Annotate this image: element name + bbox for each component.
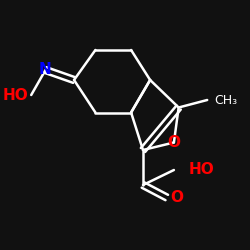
Text: HO: HO [188,162,214,178]
Text: CH₃: CH₃ [214,94,238,106]
Text: N: N [39,62,52,78]
Text: HO: HO [3,88,29,102]
Text: O: O [168,135,180,150]
Text: O: O [170,190,183,205]
